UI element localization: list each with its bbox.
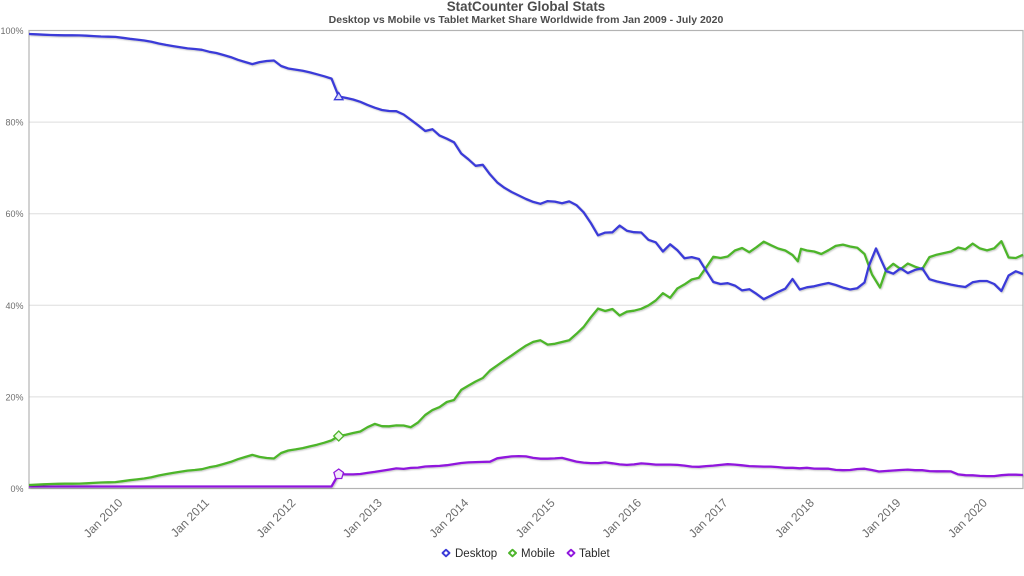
svg-text:20%: 20% (5, 392, 23, 402)
svg-text:Desktop vs Mobile vs Tablet Ma: Desktop vs Mobile vs Tablet Market Share… (329, 14, 724, 26)
svg-text:40%: 40% (5, 301, 23, 311)
svg-text:0%: 0% (10, 484, 23, 494)
svg-text:Tablet: Tablet (579, 548, 610, 560)
svg-text:60%: 60% (5, 209, 23, 219)
svg-text:Mobile: Mobile (521, 548, 555, 560)
svg-text:100%: 100% (0, 26, 23, 36)
svg-text:Desktop: Desktop (455, 548, 497, 560)
svg-text:80%: 80% (5, 118, 23, 128)
svg-text:StatCounter Global Stats: StatCounter Global Stats (447, 0, 605, 14)
